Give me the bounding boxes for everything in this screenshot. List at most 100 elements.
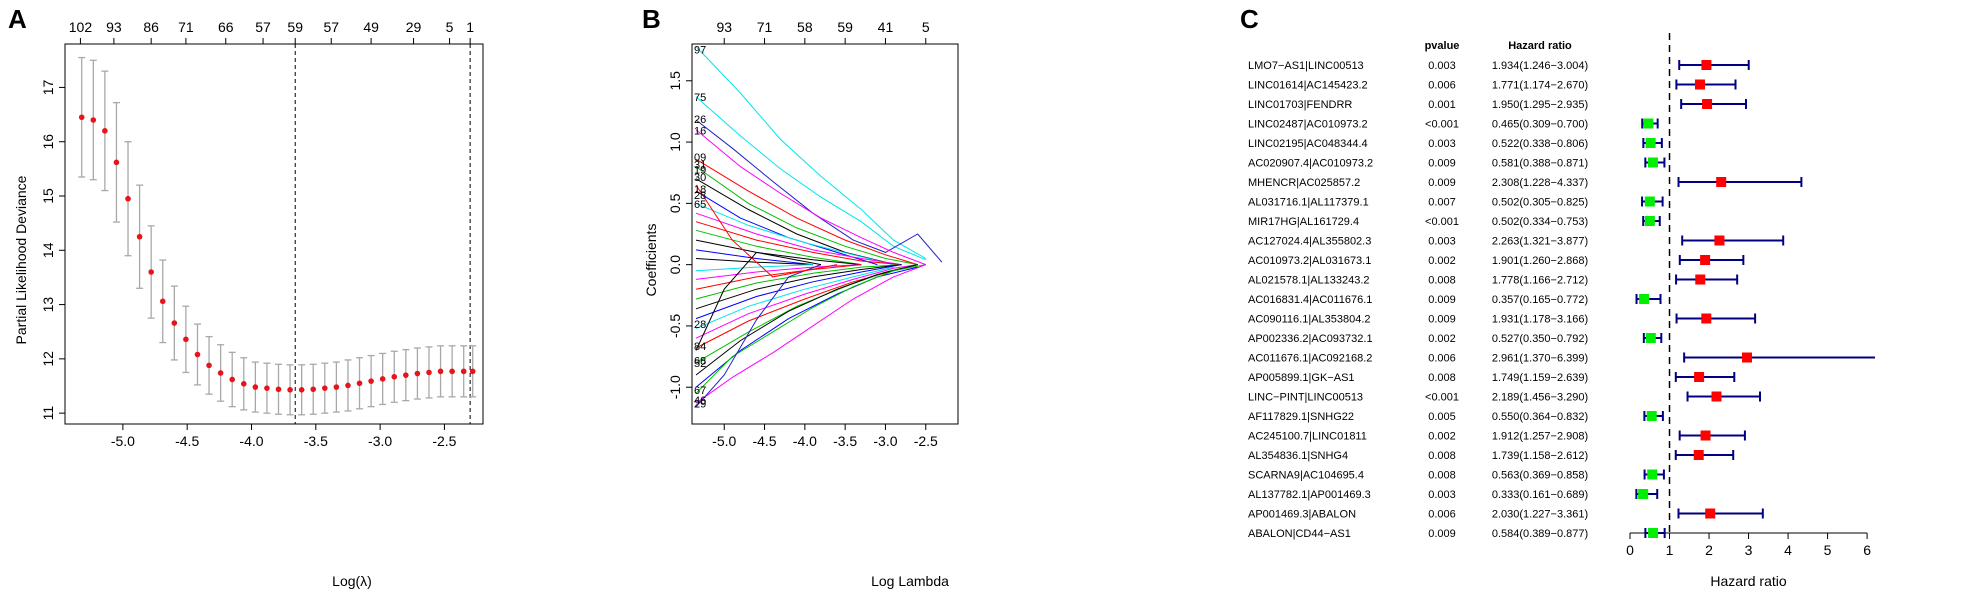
coefficient-path	[695, 251, 822, 351]
y-tick-label: -0.5	[667, 314, 683, 338]
coefficient-path	[695, 264, 813, 272]
gene-pair-label: MIR17HG|AL161729.4	[1248, 216, 1359, 228]
hazard-ratio-marker	[1693, 450, 1704, 460]
coefficient-path	[695, 239, 862, 266]
hazard-ratio-cell: 1.950(1.295−2.935)	[1492, 99, 1588, 111]
deviance-point	[460, 368, 467, 375]
gene-pair-label: AL137782.1|AP001469.3	[1248, 489, 1371, 501]
x-tick-label: -3.5	[833, 433, 857, 449]
hazard-ratio-marker	[1711, 391, 1722, 402]
pvalue-cell: 0.005	[1428, 411, 1456, 423]
top-tick-label: 5	[922, 19, 930, 35]
panel-a-cv-deviance-plot: A Log(λ) Partial Likelihood Deviance -5.…	[8, 4, 484, 589]
hazard-ratio-cell: 0.333(0.161−0.689)	[1492, 489, 1588, 501]
deviance-point	[426, 369, 432, 376]
x-tick-label: -2.5	[914, 433, 938, 449]
panel-a-x-axis-title: Log(λ)	[332, 573, 372, 589]
hazard-ratio-marker	[1694, 372, 1705, 382]
panel-c-letter: C	[1240, 4, 1259, 34]
deviance-point	[240, 381, 247, 387]
pvalue-cell: 0.002	[1428, 431, 1456, 443]
deviance-point	[206, 362, 212, 369]
y-tick-label: -1.0	[667, 375, 683, 399]
pvalue-cell: 0.002	[1428, 255, 1456, 267]
path-index-label: 68	[694, 356, 706, 368]
deviance-point	[229, 376, 235, 383]
coefficient-path	[695, 264, 822, 408]
deviance-point	[322, 385, 328, 391]
y-tick-label: 0.0	[667, 255, 683, 275]
gene-pair-label: LINC02487|AC010973.2	[1248, 119, 1368, 131]
coefficient-path	[695, 264, 918, 376]
y-tick-label: 15	[40, 188, 56, 204]
coefficient-path	[695, 264, 862, 290]
pvalue-cell: 0.009	[1428, 177, 1456, 189]
deviance-point	[437, 368, 444, 375]
deviance-point	[217, 370, 224, 376]
gene-pair-label: AC020907.4|AC010973.2	[1248, 158, 1373, 170]
coefficient-path	[695, 264, 918, 339]
path-index-label: 18	[694, 184, 706, 196]
hazard-ratio-cell: 0.550(0.364−0.832)	[1492, 411, 1588, 423]
hazard-ratio-column-header: Hazard ratio	[1508, 40, 1572, 52]
pvalue-cell: 0.006	[1428, 80, 1456, 92]
hazard-ratio-cell: 2.030(1.227−3.361)	[1492, 509, 1588, 521]
hazard-ratio-marker	[1705, 508, 1716, 519]
coefficient-path	[695, 266, 894, 329]
hazard-ratio-cell: 0.502(0.334−0.753)	[1492, 216, 1588, 228]
pvalue-cell: 0.009	[1428, 294, 1456, 306]
coefficient-path	[695, 184, 838, 278]
panel-c-forest-plot: C pvalue Hazard ratio Hazard ratio LMO7−…	[1240, 4, 1875, 589]
coefficient-path	[695, 229, 862, 266]
top-tick-label: 29	[406, 19, 422, 35]
deviance-point	[275, 386, 282, 393]
gene-pair-label: AC127024.4|AL355802.3	[1248, 236, 1371, 248]
deviance-point	[264, 385, 270, 391]
top-tick-label: 57	[323, 19, 339, 35]
y-tick-label: 1.0	[667, 132, 683, 152]
gene-pair-label: LINC01614|AC145423.2	[1248, 80, 1368, 92]
pvalue-cell: 0.008	[1428, 275, 1456, 287]
hazard-ratio-cell: 0.522(0.338−0.806)	[1492, 138, 1588, 150]
gene-pair-label: AP002336.2|AC093732.1	[1248, 333, 1373, 345]
top-tick-label: 93	[716, 19, 732, 35]
deviance-point	[345, 382, 351, 389]
hazard-ratio-marker	[1701, 313, 1712, 324]
hazard-ratio-marker	[1716, 177, 1727, 187]
path-index-label: 16	[694, 125, 706, 137]
coefficient-path	[695, 264, 902, 310]
top-tick-label: 49	[363, 19, 379, 35]
x-tick-label: 1	[1666, 542, 1674, 558]
hazard-ratio-marker	[1695, 274, 1706, 285]
gene-pair-label: AC011676.1|AC092168.2	[1248, 353, 1372, 365]
x-tick-label: -4.5	[752, 433, 776, 449]
gene-pair-label: AC245100.7|LINC01811	[1248, 431, 1367, 443]
deviance-point	[102, 128, 108, 134]
coefficient-path	[695, 264, 926, 394]
deviance-point	[183, 336, 189, 343]
pvalue-cell: 0.009	[1428, 158, 1456, 170]
coefficient-path	[695, 212, 902, 266]
y-tick-label: 0.5	[667, 193, 683, 213]
pvalue-cell: 0.009	[1428, 314, 1456, 326]
coefficient-path	[695, 119, 943, 263]
path-index-label: 75	[694, 92, 706, 104]
top-tick-label: 1	[466, 19, 474, 35]
deviance-point	[469, 368, 476, 375]
gene-pair-label: MHENCR|AC025857.2	[1248, 177, 1360, 189]
hazard-ratio-cell: 2.308(1.228−4.337)	[1492, 177, 1588, 189]
pvalue-cell: <0.001	[1425, 216, 1459, 228]
gene-pair-label: LINC−PINT|LINC00513	[1248, 392, 1363, 404]
hazard-ratio-marker	[1714, 235, 1725, 246]
pvalue-cell: 0.006	[1428, 353, 1456, 365]
deviance-point	[414, 370, 421, 377]
pvalue-cell: 0.003	[1428, 489, 1456, 501]
panel-b-x-axis-title: Log Lambda	[871, 573, 949, 589]
path-index-label: 29	[694, 399, 706, 411]
pvalue-cell: 0.009	[1428, 528, 1456, 540]
deviance-point	[403, 372, 409, 378]
deviance-point	[125, 195, 131, 202]
coefficient-path	[695, 264, 918, 364]
deviance-point	[287, 387, 293, 393]
panel-a-y-axis-title: Partial Likelihood Deviance	[13, 175, 29, 344]
